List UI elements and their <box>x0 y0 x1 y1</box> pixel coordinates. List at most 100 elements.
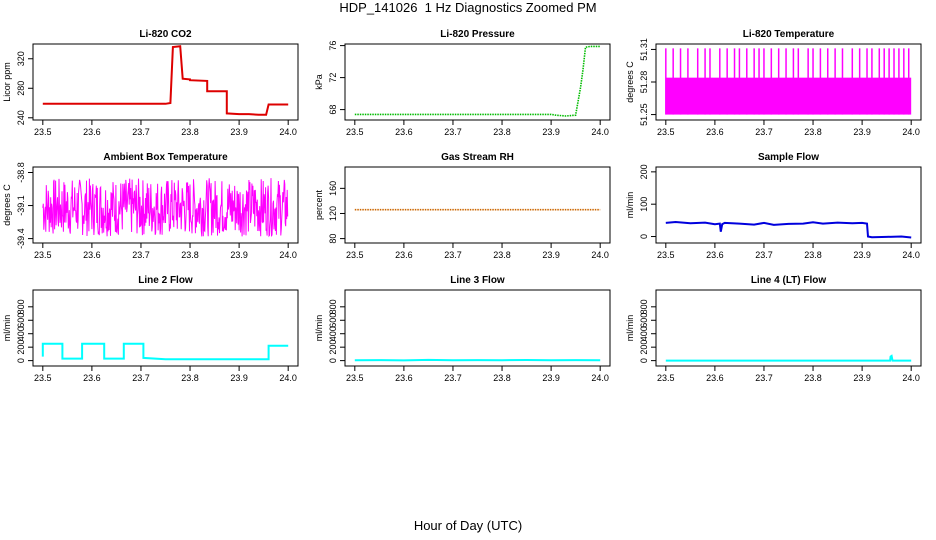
y-tick-label: 160 <box>328 181 338 196</box>
y-tick-label: 72 <box>328 73 338 83</box>
panel-title: Line 3 Flow <box>450 275 505 286</box>
series-line <box>665 220 912 239</box>
panel-9: Line 4 (LT) Flow ml/min 23.5 23.6 23.7 23.8 23… <box>625 275 922 383</box>
data-layer <box>41 342 289 361</box>
y-tick-label: 600 <box>16 313 26 328</box>
data-layer <box>42 45 289 116</box>
x-tick-label: 23.5 <box>34 250 52 260</box>
x-tick-label: 23.6 <box>395 250 413 260</box>
y-axis-label: ml/min <box>625 315 635 342</box>
x-tick-label: 23.5 <box>657 373 675 383</box>
data-layer <box>665 220 912 239</box>
panel-4: Ambient Box Temperature degrees C 23.5 23.6… <box>2 152 299 260</box>
y-tick-label: 600 <box>328 313 338 328</box>
x-tick-label: 23.6 <box>83 250 101 260</box>
x-tick-label: 23.6 <box>83 127 101 137</box>
x-tick-label: 23.7 <box>132 373 150 383</box>
x-tick-label: 23.8 <box>493 127 511 137</box>
y-tick-label: 80 <box>328 234 338 244</box>
x-tick-label: 23.5 <box>346 373 364 383</box>
x-tick-label: 24.0 <box>279 127 297 137</box>
plot-frame <box>32 166 299 244</box>
series-line <box>354 45 601 117</box>
series-line <box>42 45 289 116</box>
x-tick-label: 23.7 <box>755 373 773 383</box>
y-tick-label: 200 <box>16 340 26 355</box>
x-tick-label: 23.8 <box>493 373 511 383</box>
y-tick-label: -38.8 <box>16 162 26 183</box>
y-tick-label: 400 <box>639 326 649 341</box>
x-tick-label: 23.7 <box>755 127 773 137</box>
common-x-axis-label: Hour of Day (UTC) <box>413 518 523 533</box>
y-axis-label: ml/min <box>625 192 635 219</box>
y-tick-label: 76 <box>328 41 338 51</box>
y-tick-label: 51.28 <box>639 71 649 94</box>
data-layer <box>665 354 912 362</box>
y-axis-label: kPa <box>314 74 324 90</box>
data-layer <box>354 358 601 362</box>
plot-frame <box>344 289 611 367</box>
page-title: HDP_141026 1 Hz Diagnostics Zoomed PM <box>339 0 597 15</box>
y-tick-label: 800 <box>328 299 338 314</box>
x-tick-label: 23.8 <box>804 373 822 383</box>
x-tick-label: 24.0 <box>902 250 920 260</box>
y-tick-label: 400 <box>16 326 26 341</box>
x-tick-label: 23.6 <box>395 127 413 137</box>
x-tick-label: 23.6 <box>706 127 724 137</box>
x-tick-label: 24.0 <box>279 373 297 383</box>
series-line <box>665 354 912 362</box>
x-tick-label: 23.8 <box>804 250 822 260</box>
x-tick-label: 23.7 <box>132 250 150 260</box>
y-tick-label: 240 <box>16 110 26 125</box>
x-tick-label: 23.9 <box>853 127 871 137</box>
x-tick-label: 23.6 <box>706 250 724 260</box>
data-layer <box>665 48 912 115</box>
plot-frame <box>344 166 611 244</box>
panel-2: Li-820 Pressure kPa 23.5 23.6 23.7 23.8 23.9 24… <box>314 29 611 137</box>
x-tick-label: 23.6 <box>83 373 101 383</box>
plot-frame <box>655 289 922 367</box>
panel-3: Li-820 Temperature degrees C 23.5 23.6 23.7 2… <box>625 29 922 137</box>
y-tick-label: 600 <box>639 313 649 328</box>
x-tick-label: 24.0 <box>902 373 920 383</box>
x-tick-label: 23.9 <box>230 127 248 137</box>
panel-title: Gas Stream RH <box>441 152 514 163</box>
x-tick-label: 23.9 <box>230 373 248 383</box>
y-axis-label: degrees C <box>625 61 635 103</box>
x-tick-label: 23.5 <box>34 373 52 383</box>
x-tick-label: 23.5 <box>657 250 675 260</box>
x-tick-label: 23.9 <box>853 250 871 260</box>
x-tick-label: 23.9 <box>542 373 560 383</box>
x-tick-label: 24.0 <box>902 127 920 137</box>
x-tick-label: 23.7 <box>444 373 462 383</box>
x-tick-label: 23.9 <box>853 373 871 383</box>
panel-title: Ambient Box Temperature <box>103 152 228 163</box>
y-tick-label: 280 <box>16 81 26 96</box>
y-axis-label: percent <box>314 189 324 220</box>
panel-title: Sample Flow <box>758 152 819 163</box>
x-tick-label: 23.5 <box>657 127 675 137</box>
x-tick-label: 23.7 <box>444 127 462 137</box>
y-tick-label: -39.4 <box>16 228 26 249</box>
panel-6: Sample Flow ml/min 23.5 23.6 23.7 23.8 23.9 24.… <box>625 152 922 260</box>
y-tick-label: 800 <box>16 299 26 314</box>
data-layer <box>42 178 289 238</box>
panel-1: Li-820 CO2 Licor ppm 23.5 23.6 23.7 23.8 23.9 2… <box>2 29 299 137</box>
panel-title: Li-820 Temperature <box>743 29 835 40</box>
y-tick-label: 200 <box>328 340 338 355</box>
x-tick-label: 23.8 <box>493 250 511 260</box>
x-tick-label: 24.0 <box>591 127 609 137</box>
x-tick-label: 23.9 <box>542 250 560 260</box>
y-tick-label: 100 <box>639 197 649 212</box>
plot-frame <box>32 43 299 121</box>
y-tick-label: 51.25 <box>639 103 649 126</box>
x-tick-label: 23.8 <box>181 250 199 260</box>
y-tick-label: 400 <box>328 326 338 341</box>
x-tick-label: 23.5 <box>346 127 364 137</box>
series-line <box>41 342 289 361</box>
x-tick-label: 24.0 <box>591 250 609 260</box>
plot-frame <box>32 289 299 367</box>
series-band <box>665 77 912 115</box>
y-axis-label: Licor ppm <box>2 62 12 102</box>
